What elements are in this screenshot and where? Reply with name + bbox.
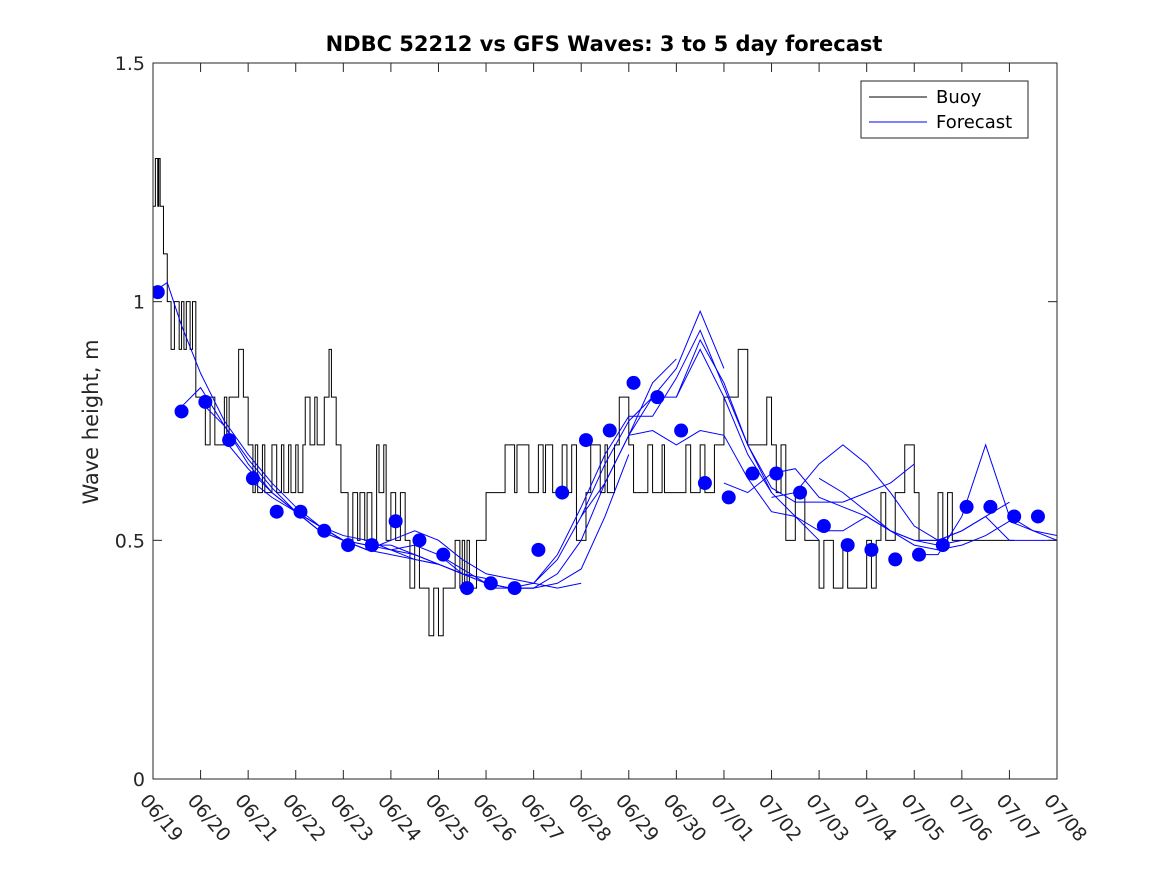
legend-buoy-label: Buoy bbox=[936, 87, 982, 108]
forecast-point bbox=[245, 471, 260, 486]
forecast-point bbox=[317, 523, 332, 538]
forecast-point bbox=[697, 476, 712, 491]
forecast-point bbox=[460, 581, 475, 596]
forecast-point bbox=[174, 404, 189, 419]
forecast-line-12 bbox=[580, 348, 820, 541]
y-tick-label: 0 bbox=[133, 769, 145, 791]
forecast-line-9 bbox=[438, 358, 677, 589]
y-tick-label: 1 bbox=[133, 292, 145, 314]
forecast-line-19 bbox=[914, 443, 1057, 556]
forecast-point bbox=[674, 423, 689, 438]
forecast-point bbox=[198, 394, 213, 409]
y-axis-label: Wave height, m bbox=[79, 339, 103, 504]
forecast-point bbox=[864, 542, 879, 557]
legend: Buoy Forecast bbox=[860, 80, 1029, 139]
forecast-point bbox=[745, 466, 760, 481]
forecast-point bbox=[293, 504, 308, 519]
plot-frame bbox=[152, 62, 1058, 780]
forecast-point bbox=[388, 514, 403, 529]
forecast-line-14 bbox=[675, 338, 915, 503]
forecast-point bbox=[1030, 509, 1045, 524]
forecast-line-11 bbox=[533, 329, 772, 584]
forecast-point bbox=[436, 547, 451, 562]
forecast-point bbox=[341, 538, 356, 553]
chart-title: NDBC 52212 vs GFS Waves: 3 to 5 day fore… bbox=[326, 32, 883, 56]
forecast-point bbox=[912, 547, 927, 562]
legend-box bbox=[860, 80, 1029, 139]
forecast-point bbox=[222, 433, 237, 448]
forecast-point bbox=[269, 504, 284, 519]
forecast-point bbox=[840, 538, 855, 553]
forecast-point bbox=[153, 285, 165, 300]
forecast-line-15 bbox=[723, 468, 962, 546]
forecast-point bbox=[412, 533, 427, 548]
forecast-point bbox=[769, 466, 784, 481]
forecast-point bbox=[531, 542, 546, 557]
forecast-line-1 bbox=[153, 281, 344, 541]
forecast-line-7 bbox=[343, 530, 582, 589]
forecast-point bbox=[983, 499, 998, 514]
forecast-point bbox=[816, 519, 831, 534]
forecast-line-18 bbox=[866, 515, 1057, 541]
buoy-line bbox=[153, 157, 1015, 637]
y-tick-label: 0.5 bbox=[115, 530, 145, 552]
forecast-point bbox=[364, 538, 379, 553]
y-tick-label: 1.5 bbox=[115, 53, 145, 75]
forecast-point bbox=[578, 433, 593, 448]
forecast-point bbox=[626, 375, 641, 390]
forecast-point bbox=[1007, 509, 1022, 524]
legend-forecast-label: Forecast bbox=[936, 112, 1012, 133]
forecast-point bbox=[793, 485, 808, 500]
forecast-point bbox=[483, 576, 498, 591]
series-layer bbox=[153, 157, 1057, 637]
forecast-point bbox=[888, 552, 903, 567]
forecast-point bbox=[602, 423, 617, 438]
forecast-line-10 bbox=[486, 309, 725, 589]
forecast-point bbox=[650, 390, 665, 405]
forecast-point bbox=[555, 485, 570, 500]
forecast-point bbox=[935, 538, 950, 553]
forecast-point bbox=[721, 490, 736, 505]
forecast-point bbox=[959, 499, 974, 514]
forecast-point bbox=[507, 581, 522, 596]
